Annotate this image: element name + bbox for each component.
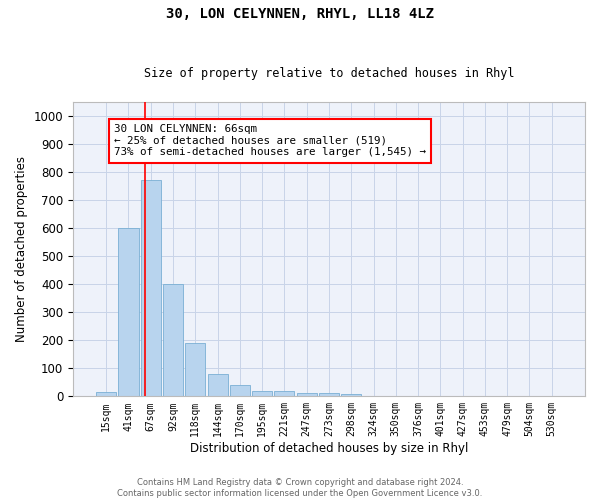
Text: Contains HM Land Registry data © Crown copyright and database right 2024.
Contai: Contains HM Land Registry data © Crown c… bbox=[118, 478, 482, 498]
Bar bbox=[296, 393, 317, 396]
Bar bbox=[341, 394, 361, 396]
Bar bbox=[185, 343, 205, 396]
Bar bbox=[252, 392, 272, 396]
Bar bbox=[163, 284, 183, 397]
X-axis label: Distribution of detached houses by size in Rhyl: Distribution of detached houses by size … bbox=[190, 442, 468, 455]
Bar bbox=[274, 392, 295, 396]
Bar bbox=[96, 392, 116, 396]
Text: 30 LON CELYNNEN: 66sqm
← 25% of detached houses are smaller (519)
73% of semi-de: 30 LON CELYNNEN: 66sqm ← 25% of detached… bbox=[114, 124, 426, 157]
Y-axis label: Number of detached properties: Number of detached properties bbox=[15, 156, 28, 342]
Bar bbox=[118, 228, 139, 396]
Bar bbox=[208, 374, 227, 396]
Bar bbox=[319, 393, 339, 396]
Text: 30, LON CELYNNEN, RHYL, LL18 4LZ: 30, LON CELYNNEN, RHYL, LL18 4LZ bbox=[166, 8, 434, 22]
Bar bbox=[230, 385, 250, 396]
Bar bbox=[141, 180, 161, 396]
Title: Size of property relative to detached houses in Rhyl: Size of property relative to detached ho… bbox=[144, 66, 514, 80]
